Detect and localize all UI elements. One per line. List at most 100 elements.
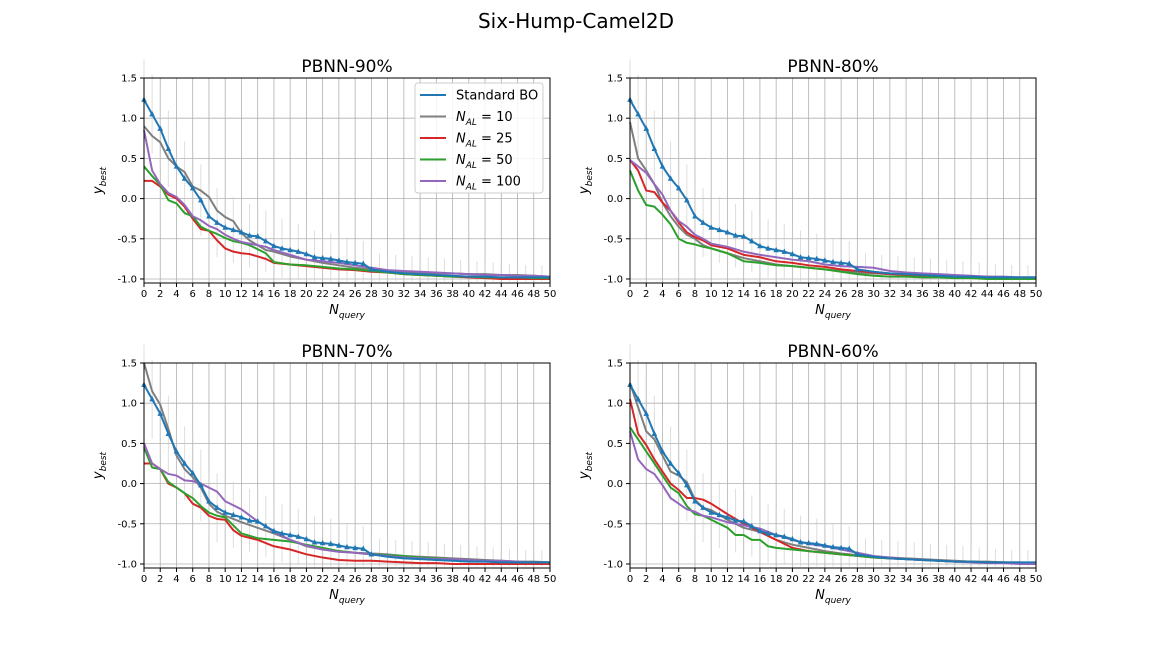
y-tick-label: -1.0 <box>603 559 623 570</box>
x-tick-label: 10 <box>219 289 232 300</box>
x-tick-label: 12 <box>721 574 734 585</box>
x-axis-label-sub: query <box>339 311 366 321</box>
y-tick-label: 0.5 <box>121 154 137 165</box>
legend-label-sub: AL <box>465 161 477 171</box>
chart-panel-4: 0 2 4 6 8 10 12 14 16 18 20 22 24 26 28 30 32 34 36 38 40 42 4… <box>577 342 1042 606</box>
y-axis-label-sub: best <box>99 166 109 186</box>
x-tick-label: 48 <box>527 574 540 585</box>
x-tick-label: 2 <box>643 289 649 300</box>
y-axis-label: ybest <box>577 451 595 480</box>
series-marker-std <box>830 543 836 550</box>
x-tick-label: 6 <box>676 289 682 300</box>
x-tick-label: 14 <box>737 289 750 300</box>
legend-label-main: N <box>456 153 466 168</box>
x-tick-label: 40 <box>948 289 961 300</box>
x-tick-label: 38 <box>932 574 945 585</box>
series-marker-std <box>765 245 771 251</box>
series-marker-std <box>846 260 853 266</box>
series-marker-std <box>303 250 310 257</box>
x-axis-label: Nquery <box>815 588 851 606</box>
x-axis-label-sub: query <box>825 596 852 606</box>
y-tick-label: -1.0 <box>117 559 137 570</box>
series-marker-std <box>246 232 253 238</box>
series-marker-std <box>708 224 714 230</box>
x-tick-label: 28 <box>365 574 378 585</box>
x-tick-label: 20 <box>300 289 313 300</box>
series-marker-std <box>700 504 706 510</box>
series-marker-std <box>287 246 293 253</box>
series-line-std <box>629 384 1036 564</box>
series-marker-std <box>732 232 739 238</box>
series-marker-std <box>797 539 804 545</box>
series-marker-std <box>254 518 261 524</box>
series-marker-std <box>311 539 318 545</box>
x-tick-label: 42 <box>479 289 492 300</box>
series-marker-std <box>757 527 763 534</box>
legend-label-suffix: = 100 <box>477 175 521 190</box>
x-tick-label: 16 <box>754 289 767 300</box>
legend-label-main: N <box>456 110 466 125</box>
y-tick-label: -0.5 <box>603 519 623 530</box>
series-marker-std <box>854 266 861 272</box>
series-line-n100 <box>143 130 551 278</box>
x-tick-label: 46 <box>997 289 1010 300</box>
x-axis-label-main: N <box>329 303 339 318</box>
series-marker-std <box>368 551 375 557</box>
x-tick-label: 26 <box>349 289 362 300</box>
y-tick-label: -0.5 <box>117 234 137 245</box>
x-tick-label: 46 <box>997 574 1010 585</box>
y-tick-label: 1.0 <box>121 114 137 125</box>
series-marker-std <box>352 259 358 266</box>
y-tick-label: 0.0 <box>607 194 623 205</box>
x-tick-label: 16 <box>268 289 281 300</box>
x-axis-label: Nquery <box>329 303 365 321</box>
x-tick-label: 34 <box>900 289 913 300</box>
chart-panel-3: 0 2 4 6 8 10 12 14 16 18 20 22 24 26 28 30 32 34 36 38 40 42 4… <box>91 342 556 606</box>
series-marker-std <box>327 540 334 547</box>
y-axis-label-main: y <box>577 186 592 195</box>
series-marker-std <box>724 514 731 520</box>
series-marker-std <box>344 258 350 265</box>
plot-frame <box>143 77 551 284</box>
x-axis-label: Nquery <box>815 303 851 321</box>
series-marker-std <box>279 530 285 536</box>
legend-label-main: N <box>456 132 466 147</box>
series-marker-std <box>838 544 844 551</box>
x-tick-label: 6 <box>190 574 196 585</box>
panel-title: PBNN-70% <box>301 342 392 362</box>
series-marker-std <box>206 498 212 504</box>
y-axis-label-sub: best <box>585 166 595 186</box>
series-marker-std <box>319 254 326 261</box>
legend-label-suffix: = 25 <box>477 132 513 147</box>
y-tick-label: -0.5 <box>603 234 623 245</box>
chart-panel-2: 0 2 4 6 8 10 12 14 16 18 20 22 24 26 28 30 32 34 36 38 40 42 4… <box>577 57 1042 321</box>
legend-label-suffix: = 10 <box>477 110 513 125</box>
x-tick-label: 48 <box>1013 574 1026 585</box>
series-marker-std <box>700 219 706 225</box>
x-tick-label: 4 <box>173 574 179 585</box>
x-tick-label: 46 <box>511 289 524 300</box>
y-tick-label: 1.0 <box>607 399 623 410</box>
figure-title: Six-Hump-Camel2D <box>478 9 674 33</box>
x-tick-label: 40 <box>462 574 475 585</box>
x-tick-label: 16 <box>754 574 767 585</box>
x-tick-label: 32 <box>883 574 896 585</box>
series-line-n50 <box>629 170 1036 280</box>
y-tick-label: 0.0 <box>121 479 137 490</box>
legend-box <box>414 82 544 194</box>
x-tick-label: 42 <box>479 574 492 585</box>
series-marker-std <box>214 219 220 225</box>
plot-frame <box>143 362 551 569</box>
y-axis-label: ybest <box>91 166 109 195</box>
series-marker-std <box>830 258 836 265</box>
x-tick-label: 50 <box>544 289 557 300</box>
series-marker-std <box>659 448 666 454</box>
x-tick-label: 6 <box>676 574 682 585</box>
x-tick-label: 48 <box>1013 289 1026 300</box>
series-marker-std <box>360 545 367 551</box>
x-tick-label: 50 <box>544 574 557 585</box>
series-marker-std <box>667 460 674 466</box>
series-marker-std <box>222 509 228 515</box>
y-axis-label: ybest <box>577 166 595 195</box>
series-marker-std <box>271 242 277 249</box>
